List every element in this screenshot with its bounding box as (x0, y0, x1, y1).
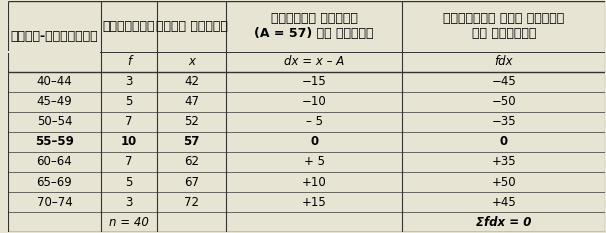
Text: Σfdx = 0: Σfdx = 0 (476, 216, 531, 229)
Text: 55–59: 55–59 (35, 135, 74, 148)
Text: 0: 0 (500, 135, 508, 148)
Text: 5: 5 (125, 95, 133, 108)
Text: 5: 5 (125, 176, 133, 188)
Text: −10: −10 (302, 95, 327, 108)
Text: आवृत्ति तथा विचलन
का गुणनफल: आवृत्ति तथा विचलन का गुणनफल (443, 12, 564, 40)
Text: – 5: – 5 (305, 115, 322, 128)
Text: + 5: + 5 (304, 155, 325, 168)
Text: 7: 7 (125, 155, 133, 168)
Text: x: x (188, 55, 195, 68)
Text: +50: +50 (491, 176, 516, 188)
Text: 52: 52 (184, 115, 199, 128)
Text: −50: −50 (491, 95, 516, 108)
Text: +10: +10 (302, 176, 327, 188)
Text: −15: −15 (302, 75, 327, 88)
Text: कल्पित माध्य
(A = 57) से विचलन: कल्पित माध्य (A = 57) से विचलन (255, 12, 374, 40)
Text: 65–69: 65–69 (36, 176, 72, 188)
Text: 47: 47 (184, 95, 199, 108)
Text: n = 40: n = 40 (109, 216, 149, 229)
Text: 50–54: 50–54 (36, 115, 72, 128)
Text: 3: 3 (125, 196, 133, 209)
Text: +35: +35 (491, 155, 516, 168)
Text: वर्ग-अन्तराल: वर्ग-अन्तराल (10, 30, 98, 43)
Text: 40–44: 40–44 (36, 75, 72, 88)
Text: dx = x – A: dx = x – A (284, 55, 344, 68)
Text: −35: −35 (491, 115, 516, 128)
Text: fdx: fdx (494, 55, 513, 68)
Text: मध्य मूल्य: मध्य मूल्य (156, 20, 228, 33)
Text: 72: 72 (184, 196, 199, 209)
Text: 42: 42 (184, 75, 199, 88)
Text: 0: 0 (310, 135, 318, 148)
Text: 57: 57 (184, 135, 200, 148)
Text: 7: 7 (125, 115, 133, 128)
Text: 70–74: 70–74 (36, 196, 72, 209)
Text: −45: −45 (491, 75, 516, 88)
Text: +45: +45 (491, 196, 516, 209)
Text: 60–64: 60–64 (36, 155, 72, 168)
Text: 10: 10 (121, 135, 137, 148)
Text: 45–49: 45–49 (36, 95, 72, 108)
Text: 3: 3 (125, 75, 133, 88)
Text: +15: +15 (302, 196, 327, 209)
Text: आवृत्ति: आवृत्ति (103, 20, 155, 33)
Text: f: f (127, 55, 131, 68)
Text: 62: 62 (184, 155, 199, 168)
Text: 67: 67 (184, 176, 199, 188)
